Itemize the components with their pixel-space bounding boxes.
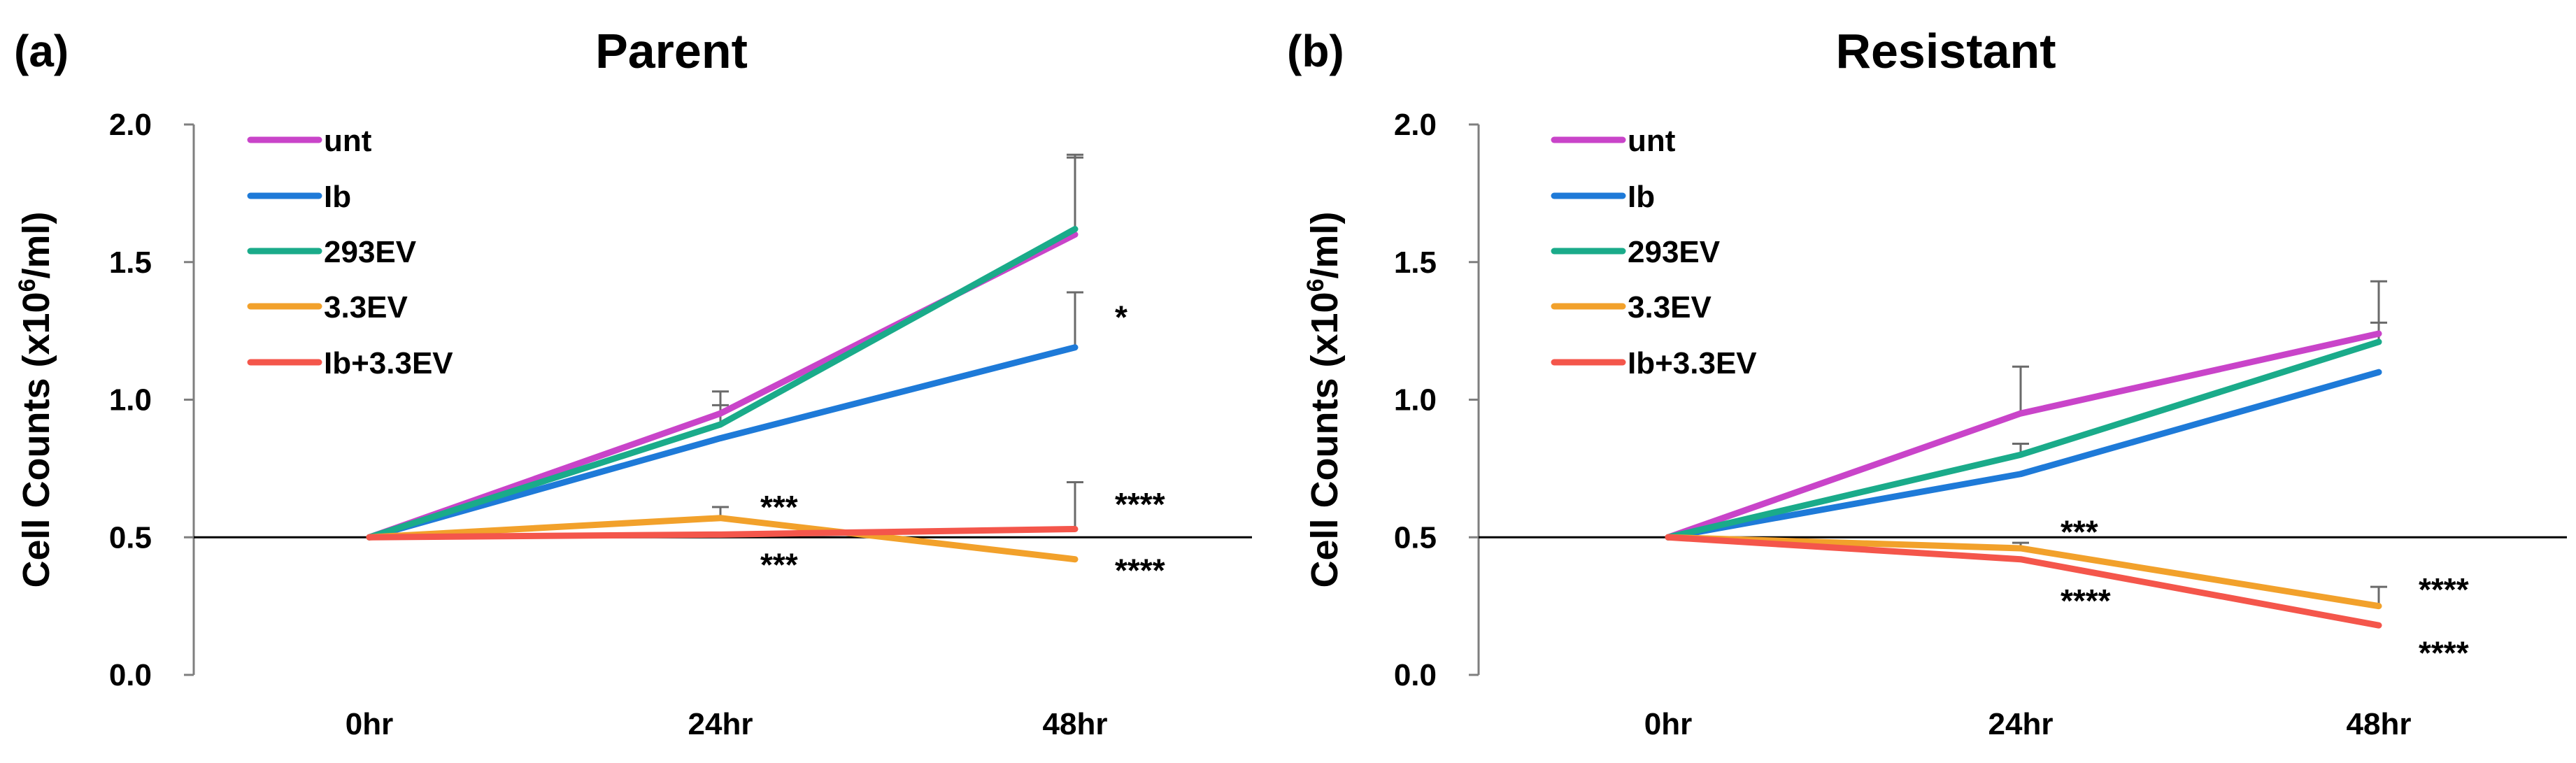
legend-label-293ev: 293EV (1628, 235, 1721, 269)
y-tick-label: 1.0 (1394, 383, 1437, 418)
series-line-3-3ev (1665, 534, 2382, 610)
significance-label: **** (1115, 486, 1165, 522)
significance-label: *** (760, 547, 798, 583)
chart-title: Parent (595, 24, 748, 78)
series-line-ib-3-3ev (366, 525, 1079, 541)
series-line-293ev (1665, 338, 2382, 541)
legend-label-unt: unt (324, 124, 372, 158)
y-tick-label: 1.5 (109, 245, 152, 280)
y-tick-label: 2.0 (1394, 108, 1437, 142)
series-line-ib (1665, 369, 2382, 541)
y-tick-label: 1.0 (109, 383, 152, 418)
x-tick-label: 48hr (1043, 707, 1108, 741)
x-tick-label: 0hr (346, 707, 393, 741)
series-line-unt (1665, 330, 2382, 541)
y-tick-label: 1.5 (1394, 245, 1437, 280)
legend-label-293ev: 293EV (324, 235, 417, 269)
chart-title: Resistant (1835, 24, 2056, 78)
series-line-ib (366, 344, 1079, 541)
significance-label: * (1115, 299, 1127, 335)
legend-label-3-3ev: 3.3EV (1628, 290, 1712, 325)
legend-label-3-3ev: 3.3EV (324, 290, 408, 325)
significance-label: **** (2419, 571, 2469, 608)
x-tick-label: 0hr (1644, 707, 1692, 741)
significance-label: *** (2061, 513, 2098, 550)
panel-letter: (a) (14, 26, 69, 76)
legend-label-unt: unt (1628, 124, 1676, 158)
y-axis-label: Cell Counts (x106/ml) (14, 211, 57, 587)
series-line-293ev (366, 226, 1079, 541)
y-tick-label: 0.5 (109, 520, 152, 555)
legend-label-ib-3-3ev: Ib+3.3EV (324, 346, 453, 380)
legend-label-ib-3-3ev: Ib+3.3EV (1628, 346, 1757, 380)
significance-label: *** (760, 489, 798, 525)
x-tick-label: 24hr (1988, 707, 2054, 741)
y-tick-label: 2.0 (109, 108, 152, 142)
significance-label: **** (1115, 552, 1165, 588)
x-tick-label: 24hr (688, 707, 753, 741)
series-line-3-3ev (366, 515, 1079, 563)
y-axis-label: Cell Counts (x106/ml) (1302, 211, 1346, 587)
y-tick-label: 0.5 (1394, 520, 1437, 555)
chart-panel-b: (b) Resistant Cell Counts (x106/ml) 0.0 0.5 1… (1287, 24, 2567, 741)
significance-label: **** (2061, 583, 2111, 619)
series-line-unt (366, 231, 1079, 541)
legend-label-ib: Ib (1628, 180, 1655, 214)
series-line-ib-3-3ev (1665, 534, 2382, 629)
y-tick-label: 0.0 (109, 658, 152, 692)
significance-label: **** (2419, 635, 2469, 671)
legend-label-ib: Ib (324, 180, 351, 214)
panel-letter: (b) (1287, 26, 1344, 76)
chart-panel-a: (a) Parent Cell Counts (x106/ml) 0.0 0.5 1.0 1… (14, 24, 1252, 741)
y-tick-label: 0.0 (1394, 658, 1437, 692)
x-tick-label: 48hr (2347, 707, 2412, 741)
